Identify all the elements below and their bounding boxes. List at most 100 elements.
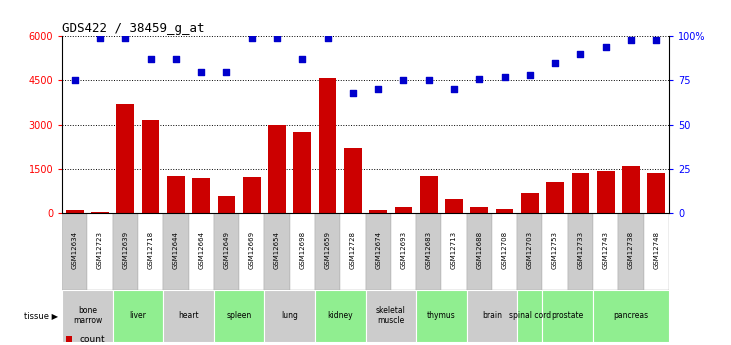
Text: GSM12738: GSM12738 (628, 231, 634, 269)
Text: GSM12753: GSM12753 (552, 231, 558, 269)
Bar (218, 196, 235, 213)
Bar (315, 290, 366, 342)
Text: GSM12693: GSM12693 (401, 231, 406, 269)
Point (119, 35, 131, 41)
Bar (593, 290, 669, 342)
Text: spleen: spleen (227, 311, 251, 320)
Point (69, 78, 80, 83)
Point (549, 60, 561, 66)
Bar (521, 193, 539, 213)
Point (246, 35, 257, 41)
Bar (319, 78, 336, 213)
Bar (542, 290, 593, 342)
Bar (243, 177, 260, 213)
Bar (113, 213, 138, 290)
Text: GSM12664: GSM12664 (198, 231, 204, 269)
Text: skeletal
muscle: skeletal muscle (376, 306, 406, 325)
Point (195, 69, 207, 75)
Bar (518, 290, 542, 342)
Point (372, 87, 384, 92)
Bar (643, 213, 669, 290)
Text: GSM12733: GSM12733 (577, 231, 583, 269)
Bar (416, 290, 466, 342)
Point (651, 37, 662, 42)
Bar (420, 176, 438, 213)
Bar (395, 207, 412, 213)
Bar (366, 213, 391, 290)
Text: liver: liver (129, 311, 146, 320)
Text: GSM12669: GSM12669 (249, 231, 254, 269)
Point (474, 76, 485, 81)
Point (322, 35, 333, 41)
Bar (192, 178, 210, 213)
Bar (622, 166, 640, 213)
Bar (542, 213, 568, 290)
Bar (572, 174, 589, 213)
Bar (289, 213, 315, 290)
Bar (546, 182, 564, 213)
Point (398, 78, 409, 83)
Bar (366, 290, 416, 342)
Bar (568, 213, 593, 290)
Text: GSM12639: GSM12639 (122, 231, 129, 269)
Text: prostate: prostate (552, 311, 584, 320)
Text: GSM12688: GSM12688 (477, 231, 482, 269)
Point (524, 72, 536, 78)
Text: GSM12698: GSM12698 (299, 231, 306, 269)
Text: GDS422 / 38459_g_at: GDS422 / 38459_g_at (62, 22, 205, 35)
Point (575, 51, 586, 57)
Text: GSM12683: GSM12683 (425, 231, 432, 269)
Text: heart: heart (178, 311, 199, 320)
Bar (163, 213, 189, 290)
Text: GSM12718: GSM12718 (148, 231, 154, 269)
Bar (66, 210, 83, 213)
Bar (213, 290, 265, 342)
Bar (369, 210, 387, 213)
Text: GSM12728: GSM12728 (350, 231, 356, 269)
Point (347, 90, 359, 96)
Bar (518, 213, 542, 290)
Point (448, 87, 460, 92)
Point (625, 37, 637, 42)
Bar (293, 132, 311, 213)
Bar (163, 290, 213, 342)
Bar (265, 213, 289, 290)
Text: GSM12743: GSM12743 (602, 231, 609, 269)
Point (145, 57, 156, 62)
Point (297, 57, 308, 62)
Bar (648, 174, 665, 213)
Bar (391, 213, 416, 290)
Point (271, 35, 283, 41)
Bar (265, 290, 315, 342)
Bar (189, 213, 213, 290)
Bar (315, 213, 340, 290)
Bar (62, 290, 113, 342)
Bar (416, 213, 442, 290)
Bar (466, 290, 518, 342)
Text: bone
marrow: bone marrow (73, 306, 102, 325)
Bar (239, 213, 265, 290)
Bar (268, 125, 286, 213)
Text: brain: brain (482, 311, 502, 320)
Text: GSM12649: GSM12649 (224, 231, 230, 269)
Text: tissue ▶: tissue ▶ (24, 311, 58, 320)
Bar (496, 209, 513, 213)
Bar (492, 213, 518, 290)
Bar (344, 148, 362, 213)
Bar (471, 207, 488, 213)
Point (170, 57, 182, 62)
Bar (618, 213, 643, 290)
Bar (113, 290, 163, 342)
Bar (596, 170, 615, 213)
Bar (116, 104, 135, 213)
Bar (88, 213, 113, 290)
Text: lung: lung (281, 311, 298, 320)
Text: GSM12703: GSM12703 (527, 231, 533, 269)
Text: GSM12708: GSM12708 (501, 231, 507, 269)
Point (600, 44, 612, 50)
Text: GSM12713: GSM12713 (451, 231, 457, 269)
Text: thymus: thymus (427, 311, 455, 320)
Text: GSM12654: GSM12654 (274, 231, 280, 269)
Text: kidney: kidney (327, 311, 353, 320)
Text: GSM12748: GSM12748 (654, 231, 659, 269)
